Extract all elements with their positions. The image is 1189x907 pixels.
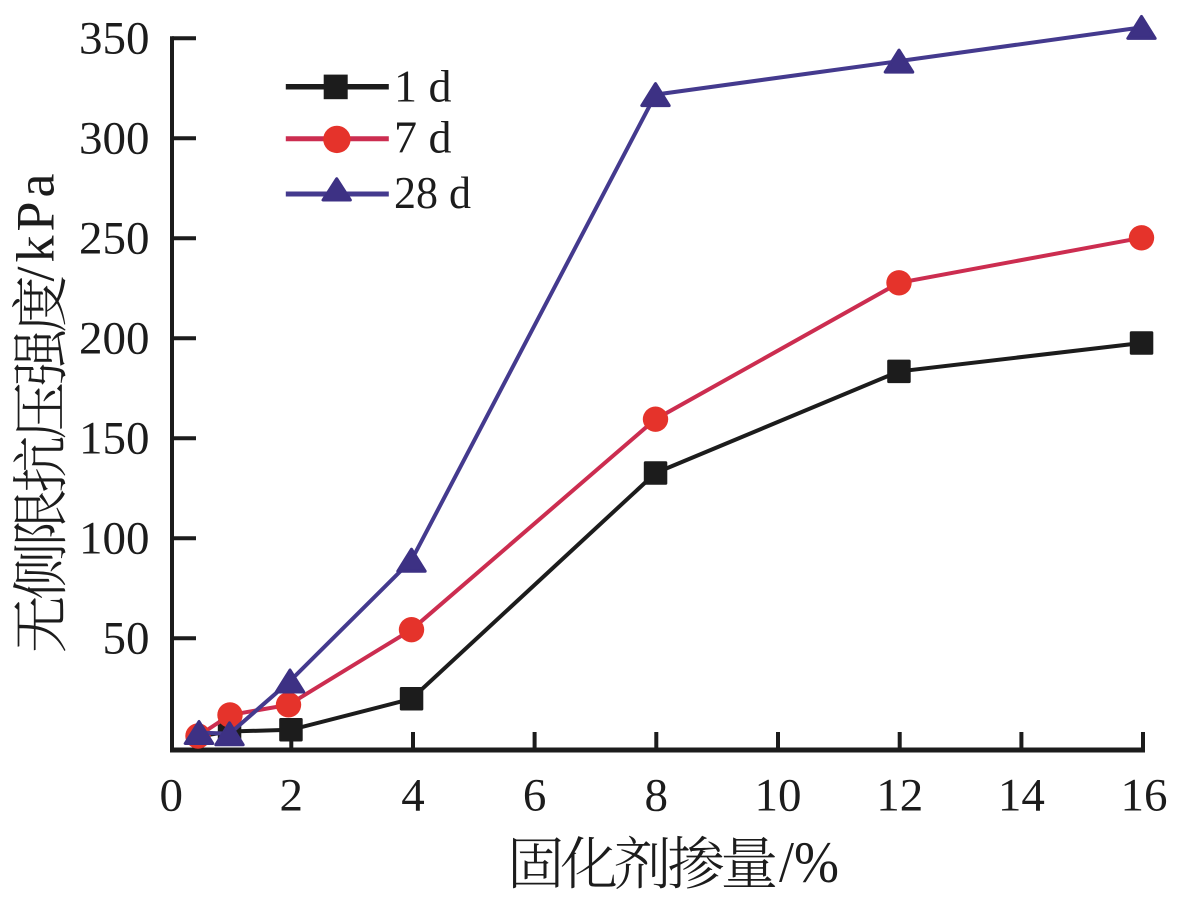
svg-text:100: 100 xyxy=(79,513,150,565)
svg-text:200: 200 xyxy=(79,313,150,365)
svg-text:16: 16 xyxy=(1121,770,1168,822)
svg-text:150: 150 xyxy=(79,413,150,465)
svg-text:12: 12 xyxy=(876,770,923,822)
svg-text:7 d: 7 d xyxy=(394,112,452,163)
svg-text:2: 2 xyxy=(280,770,304,822)
svg-text:14: 14 xyxy=(998,770,1045,822)
svg-text:50: 50 xyxy=(103,613,150,665)
svg-text:350: 350 xyxy=(79,13,150,65)
svg-text:4: 4 xyxy=(401,770,425,822)
svg-text:6: 6 xyxy=(523,770,547,822)
svg-text:250: 250 xyxy=(79,213,150,265)
svg-text:0: 0 xyxy=(159,770,183,822)
svg-text:28 d: 28 d xyxy=(394,167,471,218)
svg-text:8: 8 xyxy=(645,770,669,822)
svg-text:300: 300 xyxy=(79,113,150,165)
svg-text:10: 10 xyxy=(755,770,802,822)
svg-text:/%: /% xyxy=(779,830,839,895)
svg-text:1 d: 1 d xyxy=(394,61,452,112)
